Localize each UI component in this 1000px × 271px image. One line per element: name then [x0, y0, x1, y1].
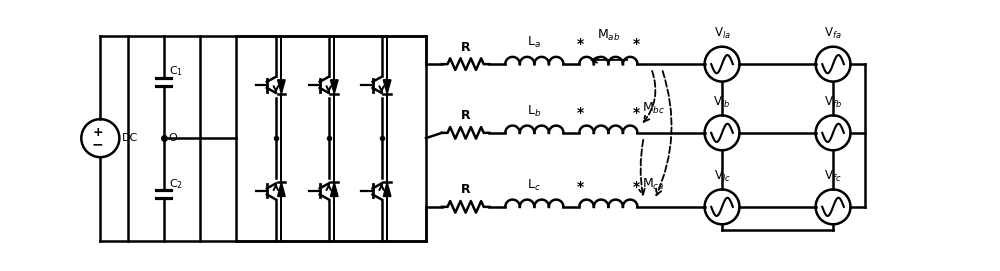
Polygon shape: [278, 182, 285, 196]
Text: V$_{la}$: V$_{la}$: [714, 26, 731, 41]
Text: +: +: [92, 126, 103, 139]
Polygon shape: [383, 182, 391, 196]
Text: C$_2$: C$_2$: [169, 177, 183, 191]
Text: L$_c$: L$_c$: [527, 178, 541, 193]
Text: V$_{lb}$: V$_{lb}$: [713, 95, 731, 110]
Text: *: *: [577, 180, 584, 194]
Bar: [128, 36, 426, 241]
Text: L$_b$: L$_b$: [527, 104, 541, 119]
Text: *: *: [633, 106, 640, 120]
Text: *: *: [577, 106, 584, 120]
Text: V$_{lc}$: V$_{lc}$: [714, 169, 730, 184]
Polygon shape: [383, 80, 391, 94]
Text: V$_{fa}$: V$_{fa}$: [824, 26, 842, 41]
Polygon shape: [278, 80, 285, 94]
Text: −: −: [92, 137, 103, 151]
Text: M$_{ab}$: M$_{ab}$: [597, 28, 620, 43]
Text: R: R: [461, 41, 470, 54]
Text: M$_{ca}$: M$_{ca}$: [642, 177, 664, 192]
Text: *: *: [633, 180, 640, 194]
Text: O: O: [168, 133, 177, 143]
Text: DC: DC: [121, 133, 138, 143]
Text: R: R: [461, 183, 470, 196]
Text: M$_{bc}$: M$_{bc}$: [642, 101, 665, 116]
Text: *: *: [577, 37, 584, 51]
Polygon shape: [330, 182, 338, 196]
Text: R: R: [461, 109, 470, 122]
Text: *: *: [633, 37, 640, 51]
Text: V$_{fb}$: V$_{fb}$: [824, 95, 842, 110]
Polygon shape: [330, 80, 338, 94]
Text: C$_1$: C$_1$: [169, 64, 183, 78]
Text: V$_{fc}$: V$_{fc}$: [824, 169, 842, 184]
Text: L$_a$: L$_a$: [527, 35, 541, 50]
